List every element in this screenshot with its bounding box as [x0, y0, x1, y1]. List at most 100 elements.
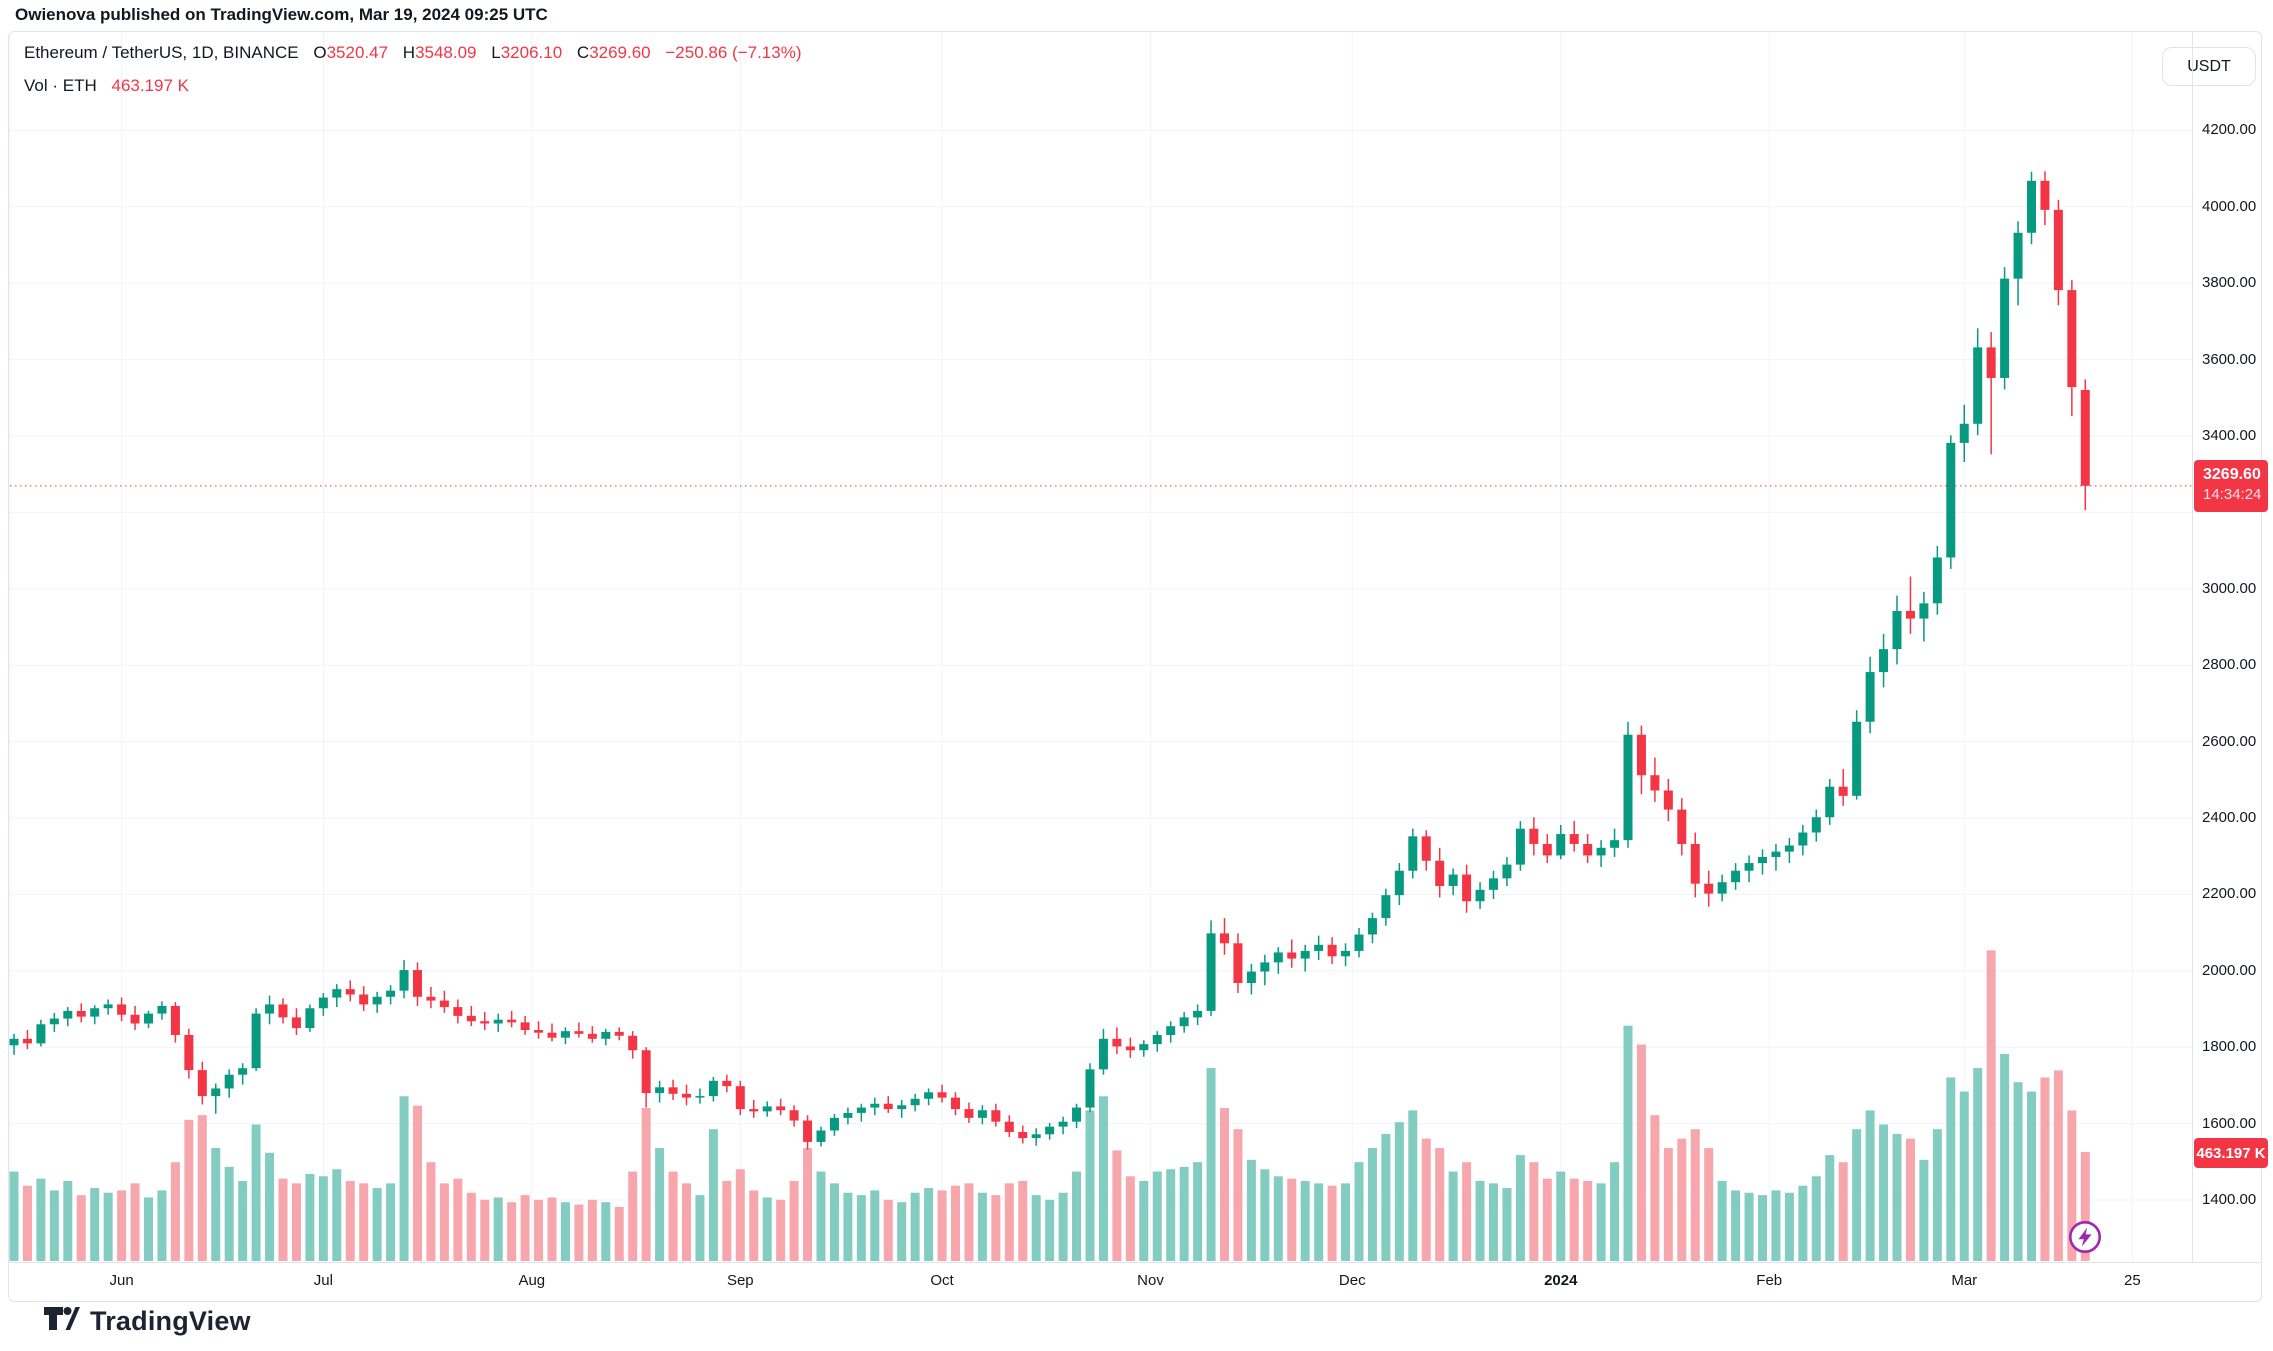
volume-bar — [251, 1124, 261, 1261]
candle-body — [1919, 603, 1929, 619]
candle-body — [1811, 817, 1821, 833]
volume-bar — [1058, 1192, 1068, 1261]
candle-body — [36, 1024, 46, 1044]
tradingview-logo[interactable]: TradingView — [44, 1306, 251, 1337]
volume-bar — [493, 1197, 503, 1261]
price-axis-label: 3600.00 — [2202, 350, 2257, 368]
candle-body — [1206, 933, 1216, 1011]
volume-bar — [117, 1190, 127, 1261]
candle-body — [1327, 944, 1337, 957]
volume-bar — [1905, 1138, 1915, 1261]
volume-bar — [49, 1190, 59, 1261]
candle-body — [1717, 882, 1727, 894]
volume-bar — [762, 1197, 772, 1261]
candle-body — [762, 1106, 772, 1112]
volume-bar — [359, 1183, 369, 1261]
volume-bar — [1959, 1091, 1969, 1261]
candle-body — [453, 1007, 463, 1016]
volume-label[interactable]: Vol · ETH — [24, 76, 97, 95]
volume-bar — [2080, 1152, 2090, 1261]
volume-bar — [1731, 1190, 1741, 1261]
price-axis-label: 2400.00 — [2202, 809, 2257, 826]
candle-body — [1529, 828, 1539, 844]
volume-bar — [1273, 1176, 1283, 1261]
candles-layer — [9, 171, 2090, 1150]
volume-bar — [1946, 1077, 1956, 1261]
candle-body — [1771, 851, 1781, 857]
candle-body — [265, 1004, 275, 1014]
candle-body — [1354, 934, 1364, 951]
candle-body — [1932, 557, 1942, 604]
candle-body — [1542, 843, 1552, 856]
volume-bar — [1583, 1180, 1593, 1261]
last-price-value: 3269.60 — [2203, 466, 2261, 483]
candle-body — [1246, 971, 1256, 984]
volume-bar — [1677, 1138, 1687, 1261]
volume-bar — [682, 1183, 691, 1261]
high-label: H — [402, 43, 416, 62]
currency-toggle-button[interactable]: USDT — [2162, 47, 2256, 86]
candle-body — [803, 1120, 813, 1142]
candle-body — [951, 1097, 960, 1110]
candle-body — [1905, 610, 1915, 619]
candle-body — [991, 1110, 1001, 1122]
volume-bar — [386, 1183, 396, 1261]
price-axis-label: 3800.00 — [2202, 274, 2257, 292]
candle-body — [76, 1010, 86, 1017]
last-price-badge: 3269.60 14:34:24 — [2194, 460, 2268, 512]
volume-bar — [453, 1178, 463, 1261]
candle-wick — [578, 1022, 580, 1038]
candle-body — [1045, 1126, 1055, 1135]
volume-bar — [224, 1166, 234, 1261]
volume-bar — [1246, 1159, 1256, 1261]
candle-body — [816, 1130, 826, 1142]
candle-body — [1731, 870, 1741, 883]
candle-body — [682, 1093, 691, 1098]
open-value: 3520.47 — [326, 43, 389, 62]
candle-body — [1314, 944, 1324, 951]
time-axis-separator[interactable] — [9, 1262, 2262, 1263]
tradingview-glyph-icon — [44, 1306, 80, 1330]
volume-bar — [507, 1202, 517, 1261]
candle-body — [708, 1080, 718, 1097]
volume-bar — [977, 1192, 987, 1261]
volume-bar — [197, 1115, 207, 1261]
volume-bar — [749, 1190, 759, 1261]
candle-body — [1758, 856, 1767, 864]
volume-bar — [170, 1162, 180, 1261]
last-volume-badge: 463.197 K — [2194, 1138, 2268, 1168]
volume-bar — [641, 1108, 651, 1261]
candle-body — [22, 1038, 32, 1044]
quick-publish-button[interactable] — [2068, 1220, 2102, 1254]
candle-body — [520, 1022, 530, 1031]
candle-body — [1475, 889, 1485, 902]
volume-bar — [776, 1199, 786, 1261]
volume-bar — [1233, 1129, 1243, 1261]
volume-bar — [1085, 1110, 1095, 1261]
volume-bar — [695, 1195, 705, 1261]
price-axis-separator[interactable] — [2192, 32, 2193, 1262]
candle-body — [144, 1013, 153, 1024]
candle-wick — [753, 1099, 755, 1118]
volume-bar — [1542, 1178, 1552, 1261]
grid-layer — [9, 32, 2192, 1262]
candle-body — [1394, 870, 1404, 896]
candle-body — [1435, 860, 1445, 886]
volume-bar — [1045, 1199, 1055, 1261]
volume-bar — [1327, 1185, 1337, 1261]
volume-bar — [1475, 1180, 1485, 1261]
symbol-title[interactable]: Ethereum / TetherUS, 1D, BINANCE — [24, 43, 299, 62]
volume-bar — [184, 1119, 194, 1261]
candle-body — [601, 1031, 611, 1039]
candle-body — [789, 1110, 799, 1121]
volume-bar — [1650, 1115, 1660, 1261]
candle-body — [1166, 1026, 1176, 1035]
volume-bar — [1892, 1133, 1902, 1261]
candle-body — [1650, 775, 1660, 791]
volume-bar — [1152, 1171, 1162, 1261]
price-axis-label: 4200.00 — [2202, 121, 2257, 139]
candle-body — [399, 970, 409, 991]
volume-bar — [2053, 1070, 2063, 1261]
candle-wick — [551, 1023, 553, 1042]
